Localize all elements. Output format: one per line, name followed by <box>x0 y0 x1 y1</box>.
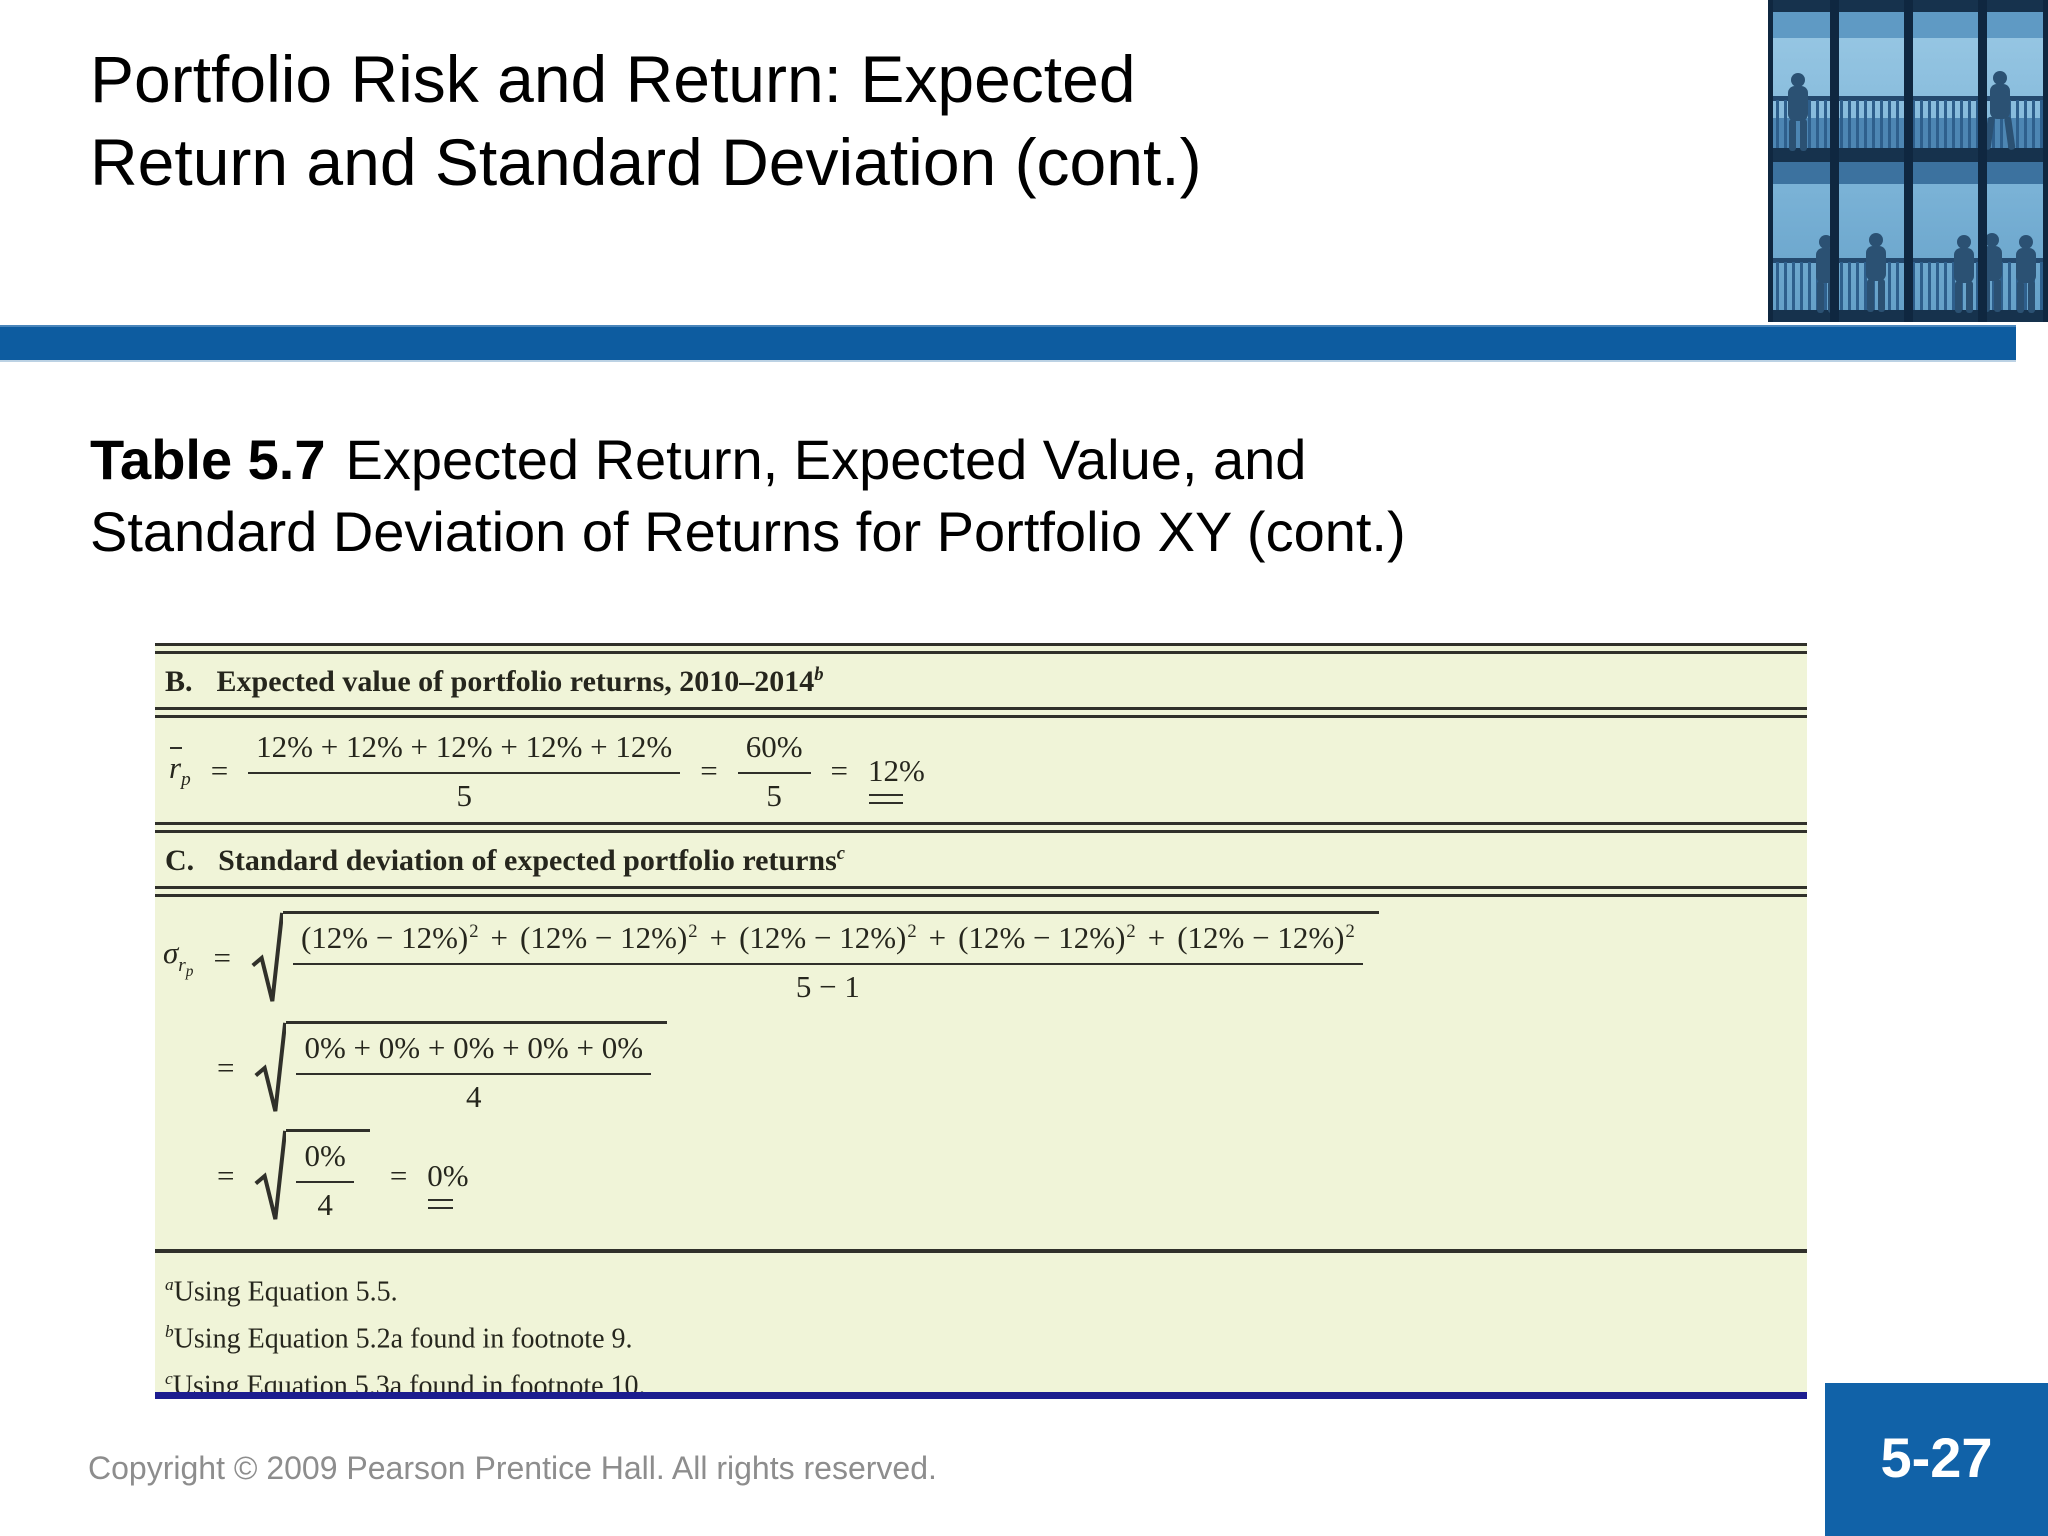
fraction-60-over-5: 60% 5 <box>737 728 811 814</box>
section-c-label: C. <box>165 843 195 877</box>
fraction-zero-over-4: 0% 4 <box>296 1137 354 1223</box>
footnote: aUsing Equation 5.5. <box>165 1274 398 1308</box>
formula-std-dev-line1: σrp = (12% − 12%)2 + (12% − 12%)2 + (12% − 1… <box>163 910 1807 1005</box>
radical-sign-icon <box>251 911 283 1005</box>
square-root: 0% 4 <box>254 1128 370 1223</box>
radicand: (12% − 12%)2 + (12% − 12%)2 + (12% − 12%)2 +(… <box>282 910 1379 1005</box>
radical-sign-icon <box>254 1129 286 1223</box>
section-b-footnote-ref: b <box>814 664 824 685</box>
fraction-bar <box>737 771 811 774</box>
section-c-footnote-ref: c <box>836 842 846 864</box>
fraction-bar <box>296 1072 652 1075</box>
table-5-7: B. Expected value of portfolio returns, 2… <box>155 643 1807 1399</box>
building-photo <box>1768 0 2048 322</box>
section-b-heading: Expected value of portfolio returns, 201… <box>216 665 815 698</box>
result-expected-value: 12% <box>868 752 925 804</box>
table-rule-top <box>155 643 1807 654</box>
square-root: 0% + 0% + 0% + 0% + 0% 4 <box>254 1020 668 1115</box>
formula-expected-value: rp = 12% + 12% + 12% + 12% + 12% 5 = 60%… <box>169 728 1807 814</box>
table-rule <box>155 821 1807 833</box>
building-photo-graphic <box>1768 0 2048 322</box>
section-b-label: B. <box>165 665 193 698</box>
equals-sign: = <box>700 752 718 788</box>
square-root: (12% − 12%)2 + (12% − 12%)2 + (12% − 12%)2 +(… <box>251 910 1379 1005</box>
equals-sign: = <box>830 752 849 788</box>
fraction-bar <box>292 962 1363 965</box>
table-rule-footnotes <box>155 1248 1807 1253</box>
page-number-box: 5-27 <box>1825 1383 2048 1536</box>
footnote: cUsing Equation 5.3a found in footnote 1… <box>165 1369 646 1399</box>
page-title-line1: Portfolio Risk and Return: Expected <box>90 42 1136 116</box>
fraction-sum-returns: 12% + 12% + 12% + 12% + 12% 5 <box>248 728 681 814</box>
table-caption-line2: Standard Deviation of Returns for Portfo… <box>90 499 1406 563</box>
equals-sign: = <box>217 1157 235 1193</box>
table-caption: Table 5.7 Expected Return, Expected Value… <box>90 424 1406 567</box>
fraction-zero-sum: 0% + 0% + 0% + 0% + 0% 4 <box>296 1029 652 1115</box>
formula-std-dev-line2: = 0% + 0% + 0% + 0% + 0% 4 <box>217 1020 1807 1115</box>
fraction-bar <box>248 771 681 774</box>
equals-sign: = <box>210 752 229 788</box>
section-c-heading: Standard deviation of expected portfolio… <box>218 843 837 877</box>
title-divider-bar <box>0 325 2016 362</box>
var-sigma-rp: σrp <box>163 935 194 980</box>
page-number: 5-27 <box>1880 1426 1993 1489</box>
person-silhouette <box>2016 235 2036 313</box>
radical-sign-icon <box>254 1021 286 1115</box>
var-r-bar-p: rp <box>169 747 191 791</box>
equals-sign: = <box>389 1157 408 1193</box>
table-rule <box>155 707 1807 718</box>
table-caption-number: Table 5.7 <box>90 428 326 491</box>
person-silhouette <box>1788 73 1808 151</box>
person-silhouette <box>1983 71 2016 150</box>
result-std-dev: 0% <box>427 1157 469 1209</box>
page-title: Portfolio Risk and Return: Expected Retu… <box>90 38 1202 204</box>
fraction-bar <box>296 1180 354 1183</box>
section-b-header: B. Expected value of portfolio returns, 2… <box>155 654 1807 707</box>
equals-sign: = <box>217 1049 235 1085</box>
sigma-subscript: rp <box>178 954 194 980</box>
table-caption-text1: Expected Return, Expected Value, and <box>345 428 1307 491</box>
radicand: 0% 4 <box>286 1128 370 1223</box>
person-silhouette <box>1866 233 1886 312</box>
page-title-line2: Return and Standard Deviation (cont.) <box>90 125 1202 200</box>
table-caption-line1: Table 5.7 Expected Return, Expected Value… <box>90 424 1406 496</box>
table-footnotes: aUsing Equation 5.5. bUsing Equation 5.2… <box>155 1253 1807 1399</box>
equals-sign: = <box>213 939 231 975</box>
footnote: bUsing Equation 5.2a found in footnote 9… <box>165 1322 633 1355</box>
section-c-header: C. Standard deviation of expected portfol… <box>155 833 1807 886</box>
squared-deviation-terms: (12% − 12%)2 + (12% − 12%)2 + (12% − 12%)2 +(… <box>300 919 1355 955</box>
table-rule <box>155 885 1807 897</box>
person-silhouette <box>1954 235 1974 313</box>
formula-std-dev-line3: = 0% 4 = 0% <box>217 1128 1807 1223</box>
radicand: 0% + 0% + 0% + 0% + 0% 4 <box>286 1020 668 1115</box>
fraction-squared-deviations: (12% − 12%)2 + (12% − 12%)2 + (12% − 12%)2 +(… <box>292 919 1363 1005</box>
copyright-notice: Copyright © 2009 Pearson Prentice Hall. … <box>88 1450 937 1486</box>
